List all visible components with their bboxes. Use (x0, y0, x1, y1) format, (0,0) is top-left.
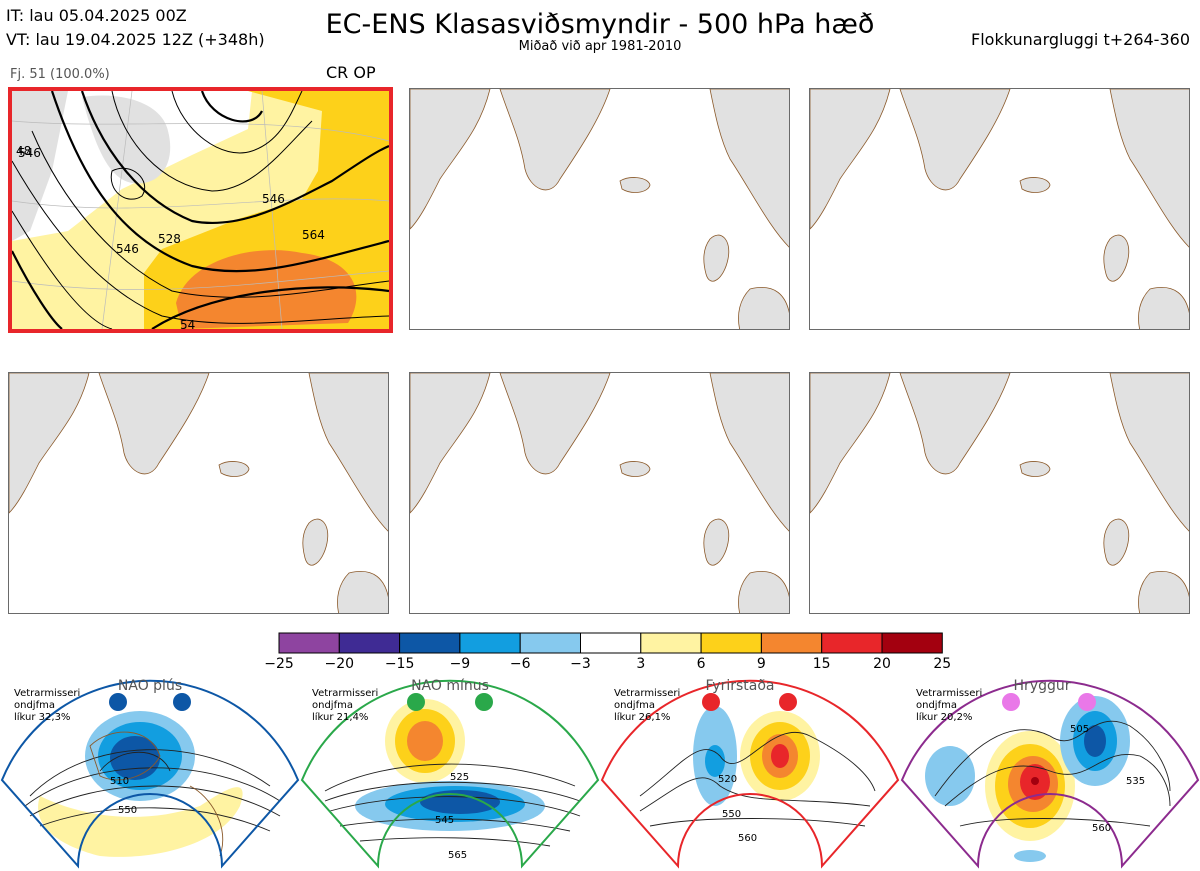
cluster-map-4[interactable] (8, 372, 389, 614)
regime-contour-label: 565 (448, 850, 467, 861)
colorbar-tick-label: 3 (636, 656, 646, 672)
regime-contour-label: 545 (435, 815, 454, 826)
colorbar-tick-label: −3 (570, 656, 591, 672)
regime-probability: líkur 32,3% (14, 712, 71, 723)
regime-contour-label: 510 (110, 776, 129, 787)
colorbar-swatch (338, 632, 401, 654)
regime-info-line: ondjfma (14, 700, 55, 711)
valid-time: VT: lau 19.04.2025 12Z (+348h) (6, 30, 265, 49)
member-count: Fj. 51 (100.0%) (10, 67, 110, 82)
colorbar-swatch (760, 632, 823, 654)
cluster-map-1[interactable]: 528 546 546 564 546 54 48 (8, 87, 393, 333)
regime-name: NAO mínus (411, 678, 489, 694)
regime-info-line: ondjfma (312, 700, 353, 711)
regime-panel-blocking: 520 550 560 (600, 676, 900, 871)
colorbar-tick-label: 9 (756, 656, 766, 672)
regime-name: Hryggur (1013, 678, 1071, 694)
regime-panel-nao-minus: 525 545 565 (300, 676, 600, 871)
regime-info-line: ondjfma (614, 700, 655, 711)
page-title: EC-ENS Klasasviðsmyndir - 500 hPa hæð (325, 9, 875, 40)
colorbar-swatch (399, 632, 461, 654)
contour-label: 54 (180, 318, 195, 329)
colorbar-tick-label: −15 (384, 656, 415, 672)
regime-info-line: Vetrarmisseri (614, 688, 681, 699)
colorbar-tick-label: −25 (264, 656, 294, 672)
page-subtitle: Miðað við apr 1981-2010 (518, 39, 682, 54)
regime-probability: líkur 26,1% (614, 712, 671, 723)
height-contours (12, 91, 389, 329)
colorbar-swatch (640, 632, 702, 654)
cluster-map-2[interactable] (409, 88, 790, 330)
contour-label: 546 (18, 146, 41, 160)
colorbar-tick-label: −9 (449, 656, 471, 672)
contour-labels: 528 546 546 564 546 54 48 (16, 144, 325, 329)
colorbar-tick-label: 25 (933, 656, 952, 672)
regime-probability: líkur 20,2% (916, 712, 973, 723)
contour-label: 564 (302, 228, 325, 242)
regime-info-line: ondjfma (916, 700, 957, 711)
colorbar-swatch (700, 632, 762, 654)
colorbar-tick-label: 20 (873, 656, 891, 672)
regime-info: Vetrarmisseri ondjfma líkur 20,2% (916, 688, 996, 724)
colorbar-swatch (881, 632, 943, 654)
contour-label: 48 (16, 144, 31, 158)
regime-info-line: Vetrarmisseri (312, 688, 379, 699)
colorbar-swatch (580, 632, 642, 654)
regime-name: NAO plús (117, 678, 183, 694)
regime-info: Vetrarmisseri ondjfma líkur 32,3% (14, 688, 94, 724)
regime-panel-nao-plus: 510 550 (0, 676, 300, 871)
contour-label: 528 (158, 232, 181, 246)
regime-contour-label: 560 (1092, 823, 1111, 834)
regime-contour-label: 535 (1126, 776, 1145, 787)
anomaly-colorbar (278, 632, 943, 654)
contour-label: 546 (116, 242, 139, 256)
colorbar-tick-label: 15 (812, 656, 831, 672)
contour-label: 546 (262, 192, 285, 206)
regime-contour-label: 520 (718, 774, 737, 785)
regime-info-line: Vetrarmisseri (916, 688, 983, 699)
greenland-land (12, 91, 68, 241)
regime-contour-label: 505 (1070, 724, 1089, 735)
regime-info-line: Vetrarmisseri (14, 688, 81, 699)
cluster-map-5[interactable] (409, 372, 790, 614)
colorbar-tick-label: −6 (509, 656, 531, 672)
operational-regime-label: CR OP (326, 63, 376, 82)
colorbar-tick-label: 6 (696, 656, 706, 672)
regime-info: Vetrarmisseri ondjfma líkur 21,4% (312, 688, 392, 724)
regime-name: Fyrirstaða (705, 678, 775, 694)
regime-panel-ridge: 505 535 560 (900, 676, 1200, 871)
regime-info: Vetrarmisseri ondjfma líkur 26,1% (614, 688, 694, 724)
regime-probability: líkur 21,4% (312, 712, 369, 723)
colorbar-swatch (459, 632, 521, 654)
classification-window: Flokkunargluggi t+264-360 (971, 30, 1190, 49)
colorbar-swatch (278, 632, 340, 654)
colorbar-swatch (821, 632, 883, 654)
regime-contour-label: 560 (738, 833, 757, 844)
regime-contour-label: 550 (722, 809, 741, 820)
cluster-map-6[interactable] (809, 372, 1190, 614)
cluster-map-3[interactable] (809, 88, 1190, 330)
regime-contour-label: 525 (450, 772, 469, 783)
regime-contour-label: 550 (118, 805, 137, 816)
initial-time: IT: lau 05.04.2025 00Z (6, 6, 187, 25)
colorbar-swatch (519, 632, 581, 654)
colorbar-tick-label: −20 (324, 656, 355, 672)
graticule (12, 91, 389, 329)
